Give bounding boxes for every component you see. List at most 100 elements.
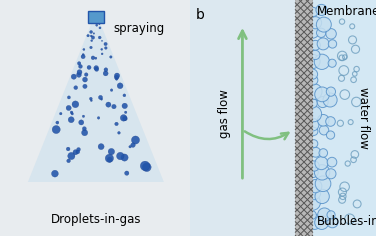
- FancyBboxPatch shape: [88, 11, 104, 23]
- Circle shape: [317, 97, 328, 108]
- Circle shape: [129, 145, 131, 148]
- Circle shape: [326, 29, 336, 39]
- Text: water flow: water flow: [358, 87, 370, 149]
- Circle shape: [107, 157, 112, 162]
- Circle shape: [103, 71, 108, 76]
- Text: spraying: spraying: [114, 22, 165, 35]
- Circle shape: [97, 117, 100, 119]
- Circle shape: [76, 150, 80, 154]
- Circle shape: [115, 78, 118, 80]
- Circle shape: [115, 122, 118, 126]
- Circle shape: [98, 36, 101, 39]
- Circle shape: [328, 59, 336, 67]
- Circle shape: [114, 73, 120, 78]
- Circle shape: [83, 48, 85, 51]
- Circle shape: [306, 118, 319, 131]
- Circle shape: [310, 140, 318, 148]
- Circle shape: [56, 121, 59, 124]
- Circle shape: [317, 38, 329, 50]
- Circle shape: [82, 130, 88, 136]
- Circle shape: [89, 30, 92, 34]
- Text: b: b: [196, 8, 205, 22]
- Circle shape: [131, 143, 135, 147]
- Circle shape: [121, 154, 128, 161]
- Bar: [190, 0, 295, 236]
- Circle shape: [318, 208, 331, 221]
- Circle shape: [317, 114, 329, 126]
- Circle shape: [122, 103, 127, 109]
- Circle shape: [309, 8, 318, 17]
- Circle shape: [327, 211, 335, 219]
- Circle shape: [118, 131, 120, 134]
- Circle shape: [70, 111, 73, 114]
- Circle shape: [307, 214, 322, 229]
- Circle shape: [97, 19, 99, 21]
- Circle shape: [96, 21, 97, 22]
- Text: Membrane: Membrane: [317, 5, 376, 18]
- Circle shape: [66, 105, 71, 110]
- Circle shape: [308, 98, 317, 108]
- Circle shape: [309, 17, 321, 29]
- Circle shape: [94, 66, 99, 70]
- Circle shape: [81, 55, 85, 59]
- Circle shape: [82, 115, 85, 118]
- Circle shape: [327, 157, 337, 167]
- Circle shape: [132, 136, 139, 144]
- Circle shape: [67, 159, 70, 163]
- Circle shape: [311, 50, 320, 59]
- Circle shape: [308, 75, 318, 85]
- Circle shape: [117, 152, 124, 160]
- Circle shape: [96, 22, 97, 23]
- Circle shape: [90, 35, 92, 37]
- Circle shape: [83, 84, 87, 88]
- Circle shape: [106, 102, 111, 107]
- Circle shape: [110, 89, 113, 91]
- Circle shape: [89, 97, 92, 100]
- Circle shape: [306, 55, 320, 68]
- Circle shape: [309, 161, 319, 171]
- Circle shape: [109, 56, 112, 58]
- Circle shape: [104, 42, 107, 46]
- Circle shape: [306, 106, 321, 122]
- Circle shape: [316, 17, 331, 32]
- Circle shape: [71, 74, 76, 79]
- Circle shape: [328, 40, 337, 48]
- Circle shape: [68, 152, 75, 160]
- Circle shape: [73, 150, 78, 155]
- Circle shape: [124, 171, 129, 175]
- Circle shape: [84, 73, 88, 76]
- Circle shape: [315, 189, 329, 203]
- Circle shape: [326, 131, 335, 139]
- Circle shape: [140, 161, 150, 171]
- Circle shape: [91, 56, 95, 60]
- Circle shape: [309, 180, 322, 193]
- Circle shape: [319, 126, 329, 135]
- Circle shape: [327, 217, 338, 228]
- Circle shape: [124, 111, 127, 114]
- Circle shape: [112, 104, 116, 109]
- Circle shape: [308, 167, 318, 177]
- Circle shape: [311, 40, 320, 50]
- Circle shape: [91, 36, 95, 39]
- Circle shape: [311, 147, 321, 157]
- Circle shape: [87, 34, 89, 37]
- Circle shape: [319, 149, 327, 157]
- Circle shape: [67, 96, 70, 99]
- Circle shape: [315, 157, 328, 170]
- Circle shape: [68, 117, 74, 123]
- Circle shape: [104, 68, 108, 72]
- Bar: [295, 0, 313, 236]
- Circle shape: [93, 33, 95, 34]
- Circle shape: [101, 53, 103, 55]
- Circle shape: [323, 93, 337, 107]
- Circle shape: [77, 148, 80, 151]
- Circle shape: [95, 67, 99, 71]
- Circle shape: [310, 127, 318, 135]
- Bar: [190, 0, 376, 236]
- Circle shape: [99, 24, 100, 25]
- Circle shape: [74, 86, 78, 90]
- Circle shape: [143, 163, 151, 172]
- Text: Droplets-in-gas: Droplets-in-gas: [51, 213, 141, 226]
- Circle shape: [307, 69, 318, 79]
- Circle shape: [314, 54, 329, 69]
